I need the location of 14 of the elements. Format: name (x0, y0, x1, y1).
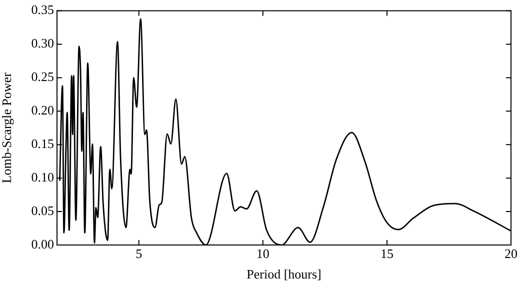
y-tick-label: 0.05 (31, 202, 54, 218)
y-tick-label: 0.10 (31, 170, 54, 185)
y-tick-label: 0.00 (31, 236, 54, 252)
x-tick-label: 5 (136, 246, 142, 262)
y-tick-label: 0.15 (31, 136, 54, 152)
x-axis-title: Period [hours] (246, 266, 322, 282)
y-tick-label: 0.20 (31, 102, 54, 118)
x-tick-label: 20 (504, 246, 518, 262)
y-axis-title: Lomb-Scargle Power (0, 72, 14, 184)
y-tick-label: 0.30 (31, 36, 54, 51)
y-tick-label: 0.35 (31, 2, 54, 18)
x-tick-label: 10 (256, 246, 270, 262)
y-tick-label: 0.25 (31, 69, 54, 84)
x-tick-label: 15 (380, 246, 394, 262)
